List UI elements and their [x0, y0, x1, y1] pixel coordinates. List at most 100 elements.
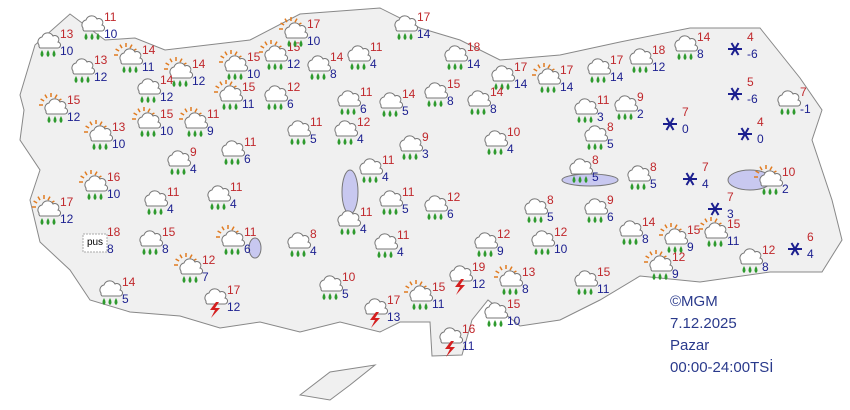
rain-drop: [310, 73, 314, 80]
min-temp: 10: [104, 27, 118, 41]
max-temp: 4: [747, 30, 754, 44]
station: 93: [399, 130, 429, 161]
rain-drop: [343, 138, 347, 145]
min-temp: 9: [687, 240, 694, 254]
rain-drop: [346, 228, 350, 235]
rain-drop: [409, 33, 413, 40]
rain-drop: [86, 76, 90, 83]
cloud: [649, 255, 674, 272]
min-temp: 4: [397, 245, 404, 259]
cloud: [587, 58, 612, 75]
max-temp: 17: [560, 63, 574, 77]
rain-drop: [382, 208, 386, 215]
sun-ray: [704, 218, 708, 223]
max-temp: 14: [490, 85, 504, 99]
station: 85: [584, 120, 614, 151]
station: 126: [264, 80, 301, 111]
max-temp: 13: [522, 265, 536, 279]
rain-drop: [500, 83, 504, 90]
rain-drop: [679, 246, 683, 253]
rain-drop: [352, 228, 356, 235]
station: 114: [374, 228, 410, 259]
max-temp: 12: [554, 225, 568, 239]
station: 73: [708, 190, 734, 221]
rain-drop: [40, 218, 44, 225]
rain-drop: [719, 240, 723, 247]
rain-drop: [46, 218, 50, 225]
rain-drop: [362, 63, 366, 70]
sun-ray: [133, 112, 138, 116]
cloud: [537, 68, 562, 85]
max-temp: 15: [247, 50, 261, 64]
rain-drop: [632, 66, 636, 73]
sun-ray: [44, 94, 48, 99]
lightning: [210, 302, 220, 318]
sun-ray: [165, 62, 170, 66]
cloud: [499, 270, 524, 287]
min-temp: 3: [422, 147, 429, 161]
rain-drop: [108, 298, 112, 305]
cloud: [664, 228, 689, 245]
rain-drop: [673, 246, 677, 253]
rain-drop: [74, 76, 78, 83]
rain-drop: [602, 76, 606, 83]
rain-drop: [302, 138, 306, 145]
cloud: [739, 248, 764, 265]
snowflake: [730, 42, 740, 56]
rain-drop: [316, 73, 320, 80]
min-temp: 8: [330, 67, 337, 81]
rain-drop: [652, 273, 656, 280]
min-temp: 4: [190, 162, 197, 176]
rain-drop: [87, 193, 91, 200]
cloud: [337, 90, 362, 107]
rain-drop: [92, 143, 96, 150]
rain-drop: [153, 208, 157, 215]
max-temp: 11: [597, 93, 610, 107]
max-temp: 14: [642, 215, 656, 229]
period: 00:00-24:00TSİ: [670, 358, 773, 376]
rain-drop: [593, 216, 597, 223]
min-temp: 4: [702, 177, 709, 191]
rain-drop: [210, 203, 214, 210]
cloud: [484, 302, 509, 319]
sun-ray: [89, 121, 93, 126]
sun-ray: [405, 285, 410, 289]
sun-ray: [94, 171, 98, 176]
sun-ray: [260, 45, 265, 49]
max-temp: 15: [162, 225, 176, 239]
max-temp: 14: [330, 50, 344, 64]
cloud: [627, 165, 652, 182]
rain-drop: [228, 103, 232, 110]
station: 115: [287, 115, 323, 146]
cloud: [491, 65, 516, 82]
fog-box: [82, 233, 108, 253]
rain-drop: [102, 298, 106, 305]
date: 7.12.2025: [670, 315, 737, 332]
min-temp: 6: [287, 97, 294, 111]
rain-drop: [636, 183, 640, 190]
cloud: [89, 125, 114, 142]
sun-ray: [664, 224, 668, 229]
min-temp: 8: [107, 242, 114, 256]
sun-ray: [54, 94, 58, 99]
station: 40: [738, 115, 764, 146]
rain-drop: [677, 53, 681, 60]
rain-drop: [46, 50, 50, 57]
max-temp: 11: [370, 40, 383, 54]
station: 127: [174, 253, 216, 284]
min-temp: 14: [514, 77, 528, 91]
min-temp: 10: [107, 187, 121, 201]
rain-drop: [350, 63, 354, 70]
rain-drop: [176, 168, 180, 175]
max-temp: 15: [727, 217, 741, 231]
rain-drop: [499, 320, 503, 327]
station: 124: [334, 115, 371, 146]
station: 85: [524, 193, 554, 224]
min-temp: 4: [507, 142, 514, 156]
